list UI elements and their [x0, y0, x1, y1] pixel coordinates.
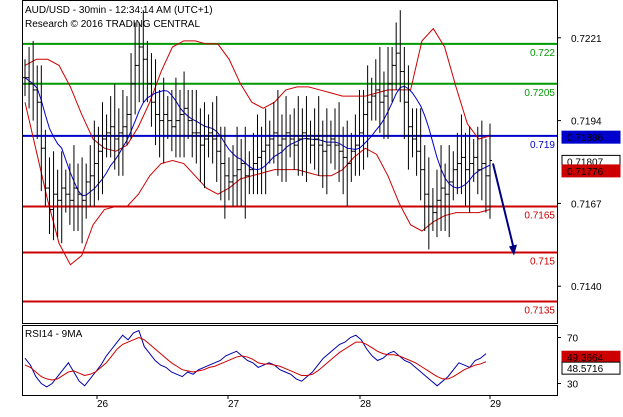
y-tick-label-2: 0.7167 [571, 199, 602, 210]
x-tick-label-2: 28 [360, 399, 372, 410]
time-axis: 26 27 28 29 [96, 395, 502, 410]
rsi-tick-label-1: 30 [567, 380, 579, 391]
main-panel-frame [22, 0, 558, 324]
rsi-lines [24, 329, 487, 388]
rsi-ma-line [24, 336, 487, 381]
level-label-3: 0.7165 [524, 210, 555, 221]
price-tag-box-0 [561, 130, 621, 144]
rsi-title: RSI14 - 9MA [25, 329, 83, 340]
x-tick-label-1: 27 [228, 399, 240, 410]
x-tick-label-0: 26 [97, 399, 109, 410]
level-label-4: 0.715 [530, 256, 555, 267]
price-candles [23, 10, 492, 250]
x-tick-label-3: 29 [490, 399, 502, 410]
level-label-5: 0.7135 [524, 306, 555, 317]
price-tag-2: 0.71776 [567, 167, 604, 178]
rsi-panel-frame [22, 325, 558, 396]
price-tag-box-2 [561, 164, 621, 178]
rsi-tag-0: 49.3664 [567, 353, 604, 364]
y-tick-label-3: 0.7140 [571, 282, 602, 293]
chart-subtitle: Research © 2016 TRADING CENTRAL [25, 19, 200, 30]
arrow-head [509, 244, 517, 256]
y-tick-label-1: 0.7194 [571, 117, 602, 128]
rsi-line [24, 329, 487, 388]
level-label-0: 0.722 [530, 48, 555, 59]
rsi-tag-box-1 [561, 361, 621, 375]
support-resistance-levels: 0.722 0.7205 0.719 0.7165 0.715 0.7135 [23, 42, 557, 317]
price-axis: 0.7221 0.7194 0.7167 0.7140 [557, 34, 602, 293]
chart-title: AUD/USD - 30min - 12:34:14 AM (UTC+1) [25, 5, 213, 16]
price-tag-1: 0.71807 [567, 157, 604, 168]
forecast-arrow [492, 163, 517, 256]
rsi-tick-label-0: 70 [567, 334, 579, 345]
price-tag-0: 0.71886 [567, 133, 604, 144]
rsi-tag-1: 48.5716 [567, 364, 604, 375]
arrow-shaft [492, 163, 515, 250]
level-label-2: 0.719 [530, 140, 555, 151]
y-tick-label-0: 0.7221 [571, 34, 602, 45]
level-label-1: 0.7205 [524, 88, 555, 99]
